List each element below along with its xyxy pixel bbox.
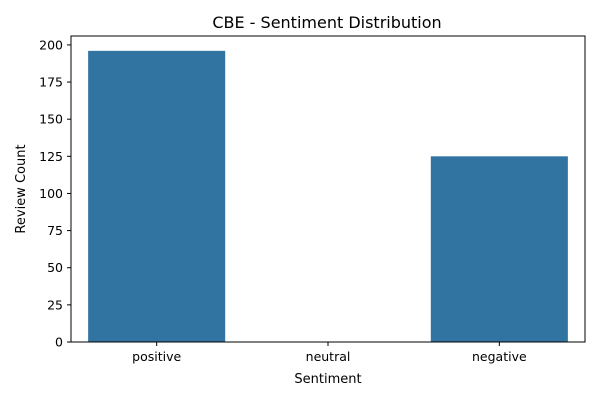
- y-tick-label: 150: [39, 112, 63, 127]
- bar-positive: [88, 50, 226, 342]
- y-tick-label: 100: [39, 186, 63, 201]
- x-axis-ticks: positive neutral negative: [132, 342, 527, 364]
- bars: [88, 50, 568, 342]
- y-tick-label: 125: [39, 149, 63, 164]
- y-axis-label: Review Count: [14, 144, 29, 233]
- x-axis-label: Sentiment: [294, 372, 361, 387]
- x-tick-label: negative: [472, 349, 527, 364]
- plot-frame: [70, 35, 586, 343]
- y-tick-label: 0: [55, 335, 63, 350]
- x-tick-label: neutral: [306, 349, 351, 364]
- y-tick-label: 175: [39, 75, 63, 90]
- x-tick-label: positive: [132, 349, 181, 364]
- y-tick-label: 25: [47, 297, 63, 312]
- bar-negative: [430, 156, 568, 342]
- chart-title: CBE - Sentiment Distribution: [212, 13, 441, 32]
- y-tick-label: 75: [47, 223, 63, 238]
- y-tick-label: 50: [47, 260, 63, 275]
- y-axis-ticks: 0 25 50 75 100 125 150 175 200: [39, 37, 71, 350]
- y-tick-label: 200: [39, 37, 63, 52]
